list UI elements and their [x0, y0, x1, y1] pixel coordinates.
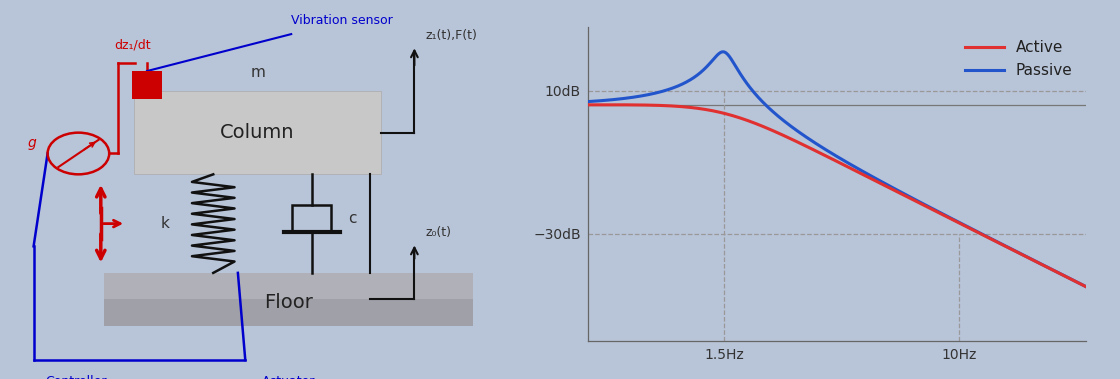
Bar [103, 307, 473, 308]
Bar [103, 283, 473, 285]
Bar [103, 298, 473, 299]
Bar [103, 296, 473, 298]
Bar [103, 299, 473, 301]
Text: m: m [250, 64, 265, 80]
Bar [103, 319, 473, 321]
Bar [103, 282, 473, 283]
Bar [103, 291, 473, 292]
Bar [103, 315, 473, 317]
Bar [103, 294, 473, 296]
Text: Vibration sensor: Vibration sensor [291, 14, 393, 27]
Bar [292, 205, 332, 232]
Bar [103, 273, 473, 275]
Bar [103, 273, 473, 299]
Bar [132, 71, 162, 100]
Text: Floor: Floor [264, 293, 312, 312]
Bar [103, 280, 473, 282]
Text: k: k [160, 216, 169, 231]
Bar [103, 308, 473, 310]
Bar [103, 303, 473, 305]
Bar [103, 275, 473, 276]
Text: Column: Column [221, 123, 295, 142]
Text: Actuator: Actuator [262, 375, 316, 379]
Bar [103, 285, 473, 287]
Text: g: g [28, 136, 36, 150]
Text: z₀(t): z₀(t) [426, 226, 451, 239]
Bar [103, 292, 473, 294]
Bar [103, 312, 473, 313]
Bar [103, 305, 473, 307]
Text: Controller: Controller [45, 375, 106, 379]
Bar [103, 317, 473, 319]
Bar [103, 310, 473, 312]
Bar [103, 313, 473, 315]
Bar [103, 287, 473, 289]
Bar [103, 276, 473, 278]
Bar [103, 321, 473, 323]
Bar [103, 278, 473, 280]
Text: c: c [348, 211, 356, 226]
Text: dz₁/dt: dz₁/dt [114, 38, 150, 51]
Legend: Active, Passive: Active, Passive [960, 34, 1079, 84]
Bar [103, 323, 473, 324]
Bar [103, 289, 473, 291]
Bar [103, 273, 473, 326]
Bar [134, 91, 381, 174]
Text: z₁(t),F(t): z₁(t),F(t) [426, 29, 477, 42]
Bar [103, 324, 473, 326]
Bar [103, 301, 473, 303]
